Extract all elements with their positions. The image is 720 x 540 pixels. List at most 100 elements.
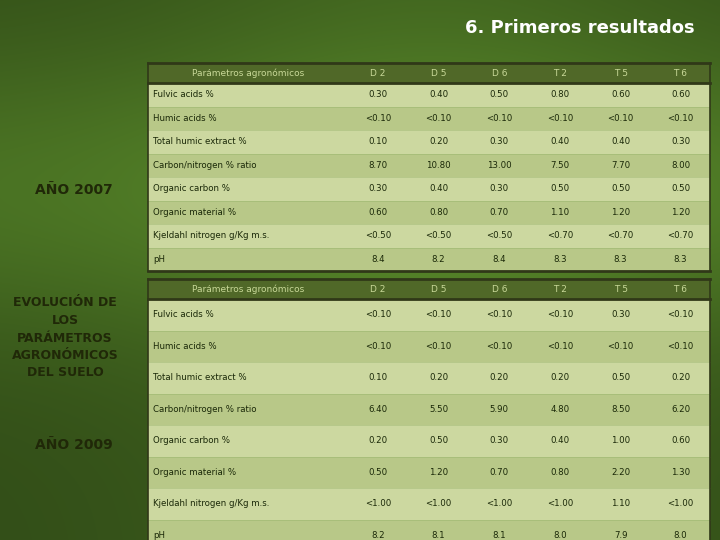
Bar <box>148 279 710 299</box>
Text: 10.80: 10.80 <box>426 161 451 170</box>
Text: Parámetros agronómicos: Parámetros agronómicos <box>192 284 304 294</box>
Text: 6.20: 6.20 <box>671 405 690 414</box>
Bar <box>148 200 710 224</box>
Bar <box>148 83 710 106</box>
Text: Carbon/nitrogen % ratio: Carbon/nitrogen % ratio <box>153 161 256 170</box>
Text: 0.40: 0.40 <box>429 184 448 193</box>
Text: D 5: D 5 <box>431 69 446 78</box>
Bar <box>148 106 710 130</box>
Text: T 6: T 6 <box>673 285 688 294</box>
Bar <box>148 153 710 177</box>
Text: D 2: D 2 <box>370 285 385 294</box>
Text: 7.9: 7.9 <box>614 531 627 540</box>
Text: <0.10: <0.10 <box>546 342 573 351</box>
Text: 0.50: 0.50 <box>611 184 630 193</box>
Text: Organic material %: Organic material % <box>153 468 236 477</box>
Text: 0.70: 0.70 <box>490 208 509 217</box>
Text: <0.10: <0.10 <box>486 310 513 319</box>
Text: 8.4: 8.4 <box>371 255 384 264</box>
Text: <1.00: <1.00 <box>546 500 573 508</box>
Text: Fulvic acids %: Fulvic acids % <box>153 90 214 99</box>
Text: 0.50: 0.50 <box>429 436 448 446</box>
Text: 13.00: 13.00 <box>487 161 512 170</box>
Text: <0.10: <0.10 <box>426 114 451 123</box>
Text: T 2: T 2 <box>553 69 567 78</box>
Bar <box>148 488 710 519</box>
Text: D 6: D 6 <box>492 69 507 78</box>
Text: D 2: D 2 <box>370 69 385 78</box>
Bar <box>148 224 710 247</box>
Text: <0.10: <0.10 <box>667 310 693 319</box>
Text: <0.10: <0.10 <box>608 342 634 351</box>
Text: 4.80: 4.80 <box>550 405 570 414</box>
Text: 0.80: 0.80 <box>550 468 570 477</box>
Text: 0.30: 0.30 <box>490 137 509 146</box>
Text: 0.30: 0.30 <box>490 436 509 446</box>
Text: <0.10: <0.10 <box>486 342 513 351</box>
Bar <box>148 177 710 200</box>
Text: Kjeldahl nitrogen g/Kg m.s.: Kjeldahl nitrogen g/Kg m.s. <box>153 500 269 508</box>
Text: T 6: T 6 <box>673 69 688 78</box>
Text: <0.10: <0.10 <box>365 342 391 351</box>
Bar <box>148 362 710 394</box>
Text: 0.60: 0.60 <box>369 208 387 217</box>
Text: 8.70: 8.70 <box>369 161 387 170</box>
Text: 1.10: 1.10 <box>611 500 630 508</box>
Text: 6. Primeros resultados: 6. Primeros resultados <box>465 19 695 37</box>
Text: <0.10: <0.10 <box>667 114 693 123</box>
Bar <box>148 394 710 425</box>
Bar <box>148 247 710 271</box>
Text: 0.60: 0.60 <box>671 436 690 446</box>
Text: 0.60: 0.60 <box>671 90 690 99</box>
Text: 0.60: 0.60 <box>611 90 630 99</box>
Text: Organic material %: Organic material % <box>153 208 236 217</box>
Bar <box>148 425 710 456</box>
Text: Carbon/nitrogen % ratio: Carbon/nitrogen % ratio <box>153 405 256 414</box>
Text: T 5: T 5 <box>613 69 628 78</box>
Text: 0.30: 0.30 <box>671 137 690 146</box>
Text: <1.00: <1.00 <box>365 500 391 508</box>
Text: pH: pH <box>153 531 165 540</box>
Text: 6.40: 6.40 <box>369 405 387 414</box>
Text: 0.20: 0.20 <box>429 137 448 146</box>
Text: 7.70: 7.70 <box>611 161 630 170</box>
Text: D 6: D 6 <box>492 285 507 294</box>
Text: 8.0: 8.0 <box>674 531 688 540</box>
Text: <0.10: <0.10 <box>426 310 451 319</box>
Text: 0.20: 0.20 <box>671 373 690 382</box>
Text: 0.50: 0.50 <box>671 184 690 193</box>
Text: pH: pH <box>153 255 165 264</box>
Text: <0.10: <0.10 <box>667 342 693 351</box>
Text: EVOLUCIÓN DE
LOS
PARÁMETROS
AGRONÓMICOS
DEL SUELO: EVOLUCIÓN DE LOS PARÁMETROS AGRONÓMICOS … <box>12 296 118 380</box>
Text: <0.10: <0.10 <box>486 114 513 123</box>
Text: Organic carbon %: Organic carbon % <box>153 184 230 193</box>
Text: <0.50: <0.50 <box>486 231 513 240</box>
Text: Humic acids %: Humic acids % <box>153 114 217 123</box>
Text: <1.00: <1.00 <box>426 500 451 508</box>
Text: <0.70: <0.70 <box>608 231 634 240</box>
Text: <0.10: <0.10 <box>546 114 573 123</box>
Text: 0.10: 0.10 <box>369 137 387 146</box>
Text: 8.50: 8.50 <box>611 405 630 414</box>
Text: 0.40: 0.40 <box>550 436 570 446</box>
Text: Humic acids %: Humic acids % <box>153 342 217 351</box>
Text: 8.1: 8.1 <box>432 531 446 540</box>
Text: 0.20: 0.20 <box>550 373 570 382</box>
Text: 5.50: 5.50 <box>429 405 448 414</box>
Text: 8.3: 8.3 <box>674 255 688 264</box>
Text: 0.40: 0.40 <box>550 137 570 146</box>
Text: 8.3: 8.3 <box>614 255 627 264</box>
Text: T 5: T 5 <box>613 285 628 294</box>
Text: Total humic extract %: Total humic extract % <box>153 137 247 146</box>
Text: <0.10: <0.10 <box>365 114 391 123</box>
Text: 0.20: 0.20 <box>429 373 448 382</box>
Text: 8.0: 8.0 <box>553 531 567 540</box>
Text: 8.1: 8.1 <box>492 531 506 540</box>
Text: Organic carbon %: Organic carbon % <box>153 436 230 446</box>
Text: 0.30: 0.30 <box>611 310 630 319</box>
Text: 0.80: 0.80 <box>429 208 448 217</box>
Text: 8.2: 8.2 <box>432 255 446 264</box>
Text: 0.50: 0.50 <box>550 184 570 193</box>
Text: <1.00: <1.00 <box>486 500 513 508</box>
Text: 0.30: 0.30 <box>369 90 387 99</box>
